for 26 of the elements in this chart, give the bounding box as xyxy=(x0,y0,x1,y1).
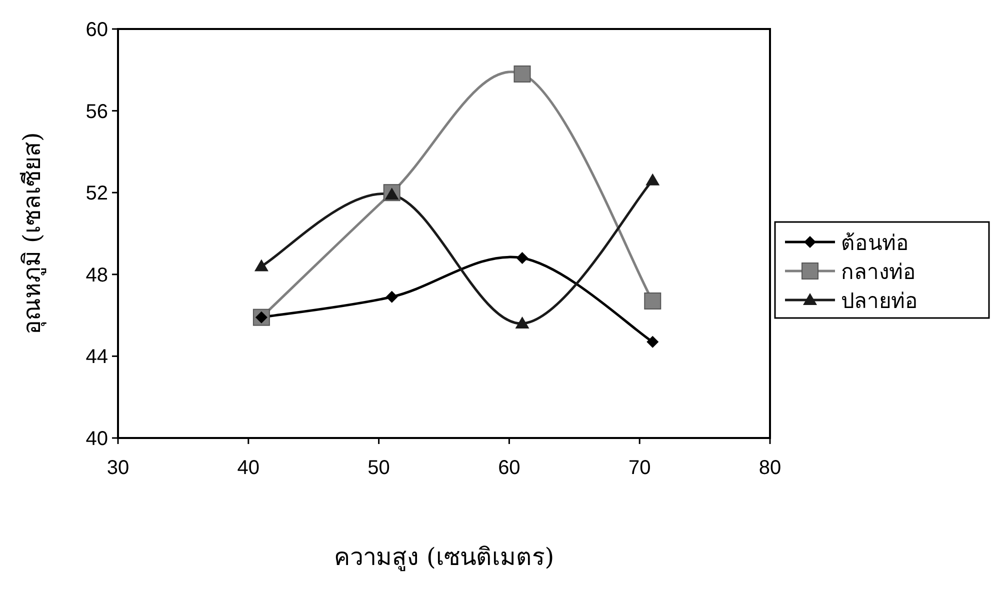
x-tick-label: 60 xyxy=(498,457,520,479)
y-axis-title: อุณหภูมิ (เซลเซียส) xyxy=(18,132,47,335)
x-tick-label: 70 xyxy=(628,457,651,479)
point xyxy=(515,316,530,328)
y-tick-label: 60 xyxy=(86,19,108,41)
x-axis-title: ความสูง (เซนติเมตร) xyxy=(334,543,554,572)
point xyxy=(516,252,528,264)
x-tick-label: 30 xyxy=(106,457,130,479)
point xyxy=(646,173,660,186)
legend-label: ปลายท่อ xyxy=(841,290,918,313)
point xyxy=(384,188,399,200)
legend-label: ต้อนท่อ xyxy=(841,232,909,255)
y-tick-label: 40 xyxy=(86,428,108,450)
point xyxy=(254,259,268,272)
legend-label: กลางท่อ xyxy=(841,261,916,284)
x-tick-label: 40 xyxy=(237,457,260,479)
point xyxy=(514,65,531,82)
y-tick-label: 48 xyxy=(86,264,108,286)
point xyxy=(644,292,662,310)
x-tick-label: 50 xyxy=(368,457,390,479)
y-tick-label: 44 xyxy=(86,346,108,368)
point xyxy=(386,290,398,303)
point xyxy=(646,336,659,348)
x-tick-label: 80 xyxy=(758,457,782,479)
y-tick-label: 52 xyxy=(86,182,108,205)
y-tick-label: 56 xyxy=(86,100,108,123)
